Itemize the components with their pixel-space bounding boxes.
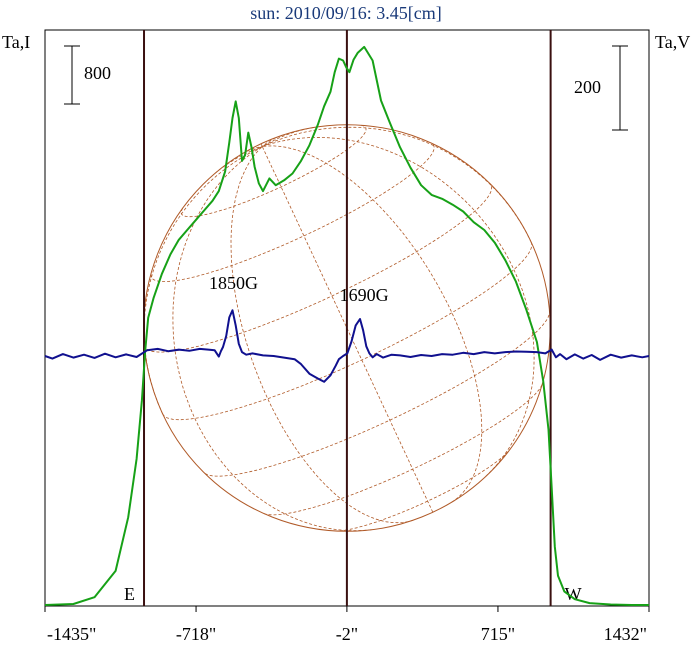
latitude-line: [150, 143, 435, 283]
longitude-line: [262, 145, 483, 503]
longitude-line: [262, 136, 535, 477]
right-axis-label: Ta,V: [655, 32, 690, 52]
longitude-line: [261, 146, 434, 513]
longitude-line: [260, 143, 263, 147]
left-axis-label: Ta,I: [2, 32, 30, 52]
latitude-line: [143, 183, 492, 353]
latitude-line: [204, 312, 550, 477]
longitude-line: [246, 146, 263, 152]
longitude-line: [143, 146, 263, 415]
longitude-line: [172, 146, 372, 532]
annotations: 1850G 1690G: [209, 273, 389, 305]
longitude-line: [262, 126, 532, 243]
longitude-line: [262, 127, 314, 147]
x-axis-ticks: -1435" -718" -2" 715" 1432": [44, 606, 650, 644]
latitude-line: [180, 124, 367, 218]
longitude-line: [230, 146, 414, 524]
left-scale-bar: 800: [64, 45, 111, 105]
limb-label-e: E: [124, 584, 135, 604]
series-i-line: [44, 45, 649, 606]
x-tick-label: -1435": [47, 624, 96, 644]
longitude-line: [262, 137, 276, 147]
latitude-line: [334, 448, 511, 532]
x-tick-label: 715": [481, 624, 515, 644]
right-scale-bar: 200: [574, 45, 628, 131]
data-series: [44, 45, 650, 606]
chart-title: sun: 2010/09/16: 3.45[cm]: [250, 3, 442, 23]
x-tick-label: -718": [176, 624, 216, 644]
right-scale-bar-label: 200: [574, 77, 601, 97]
x-tick-label: 1432": [604, 624, 647, 644]
longitude-line: [214, 146, 263, 174]
peak-annotation: 1850G: [209, 273, 258, 293]
x-tick-label: -2": [336, 624, 358, 644]
peak-annotation: 1690G: [340, 285, 389, 305]
left-scale-bar-label: 800: [84, 63, 111, 83]
latitude-line: [263, 383, 543, 516]
series-v-line: [44, 309, 650, 383]
